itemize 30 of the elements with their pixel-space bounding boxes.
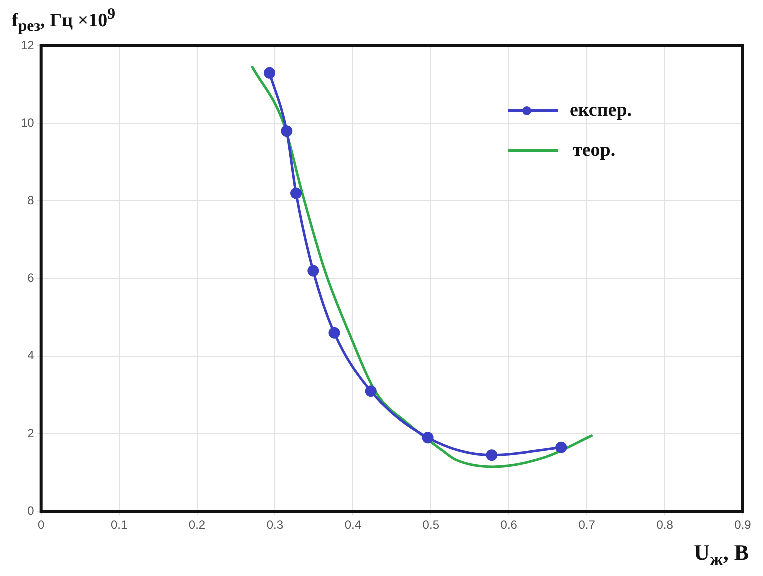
x-tick-label: 0.9: [734, 518, 752, 532]
point: [264, 67, 276, 79]
point: [328, 327, 340, 339]
point: [281, 126, 293, 138]
x-tick-label: 0.2: [188, 518, 206, 532]
point: [556, 442, 568, 454]
y-tick-label: 4: [28, 348, 35, 363]
x-tick-label: 0.8: [656, 518, 674, 532]
point: [422, 432, 434, 444]
x-tick-label: 0.7: [578, 518, 596, 532]
y-tick-label: 6: [28, 271, 35, 286]
y-tick-label: 0: [28, 504, 35, 518]
x-tick-label: 0.3: [266, 518, 284, 532]
y-tick-label: 2: [28, 426, 35, 440]
y-tick-label: 8: [28, 194, 35, 208]
y-tick-label: 12: [20, 38, 35, 52]
x-tick-label: 0: [38, 518, 46, 532]
y-axis-title: f$_{рез}$, Гц ×10$^{9}$: [12, 6, 116, 36]
legend-label: експер.: [570, 100, 632, 121]
point: [290, 188, 302, 200]
point: [308, 265, 320, 277]
x-axis-title: U$_{ж}$, В: [694, 540, 749, 570]
point: [486, 450, 498, 462]
y-tick-label: 10: [20, 116, 35, 130]
x-tick-label: 0.4: [344, 518, 362, 532]
x-tick-label: 0.5: [422, 518, 440, 532]
point: [365, 386, 377, 398]
legend-label: теор.: [573, 140, 616, 161]
x-tick-label: 0.1: [110, 518, 128, 532]
x-tick-label: 0.6: [500, 518, 518, 532]
